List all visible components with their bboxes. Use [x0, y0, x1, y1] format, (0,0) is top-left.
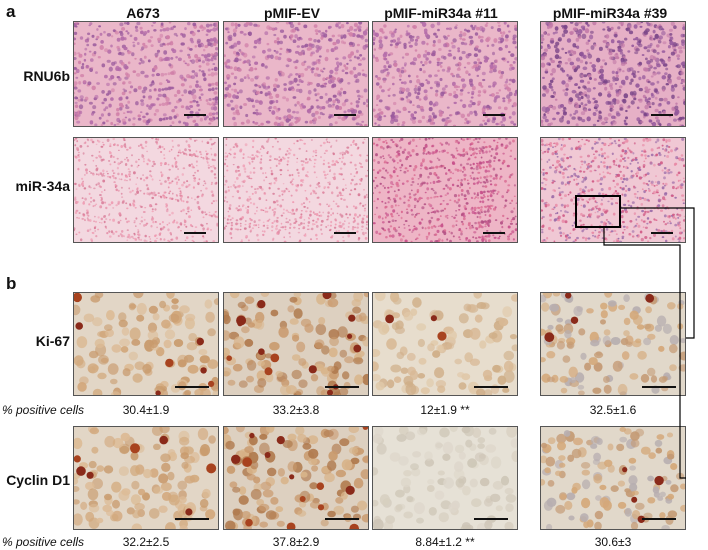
row-label-mir34a: miR-34a: [15, 178, 70, 194]
scale-bar: [474, 386, 508, 388]
scale-bar: [642, 518, 676, 520]
column-header-pmif-mir34a-39: pMIF-miR34a #39: [552, 5, 668, 21]
scale-bar: [483, 114, 505, 116]
cyclin-value-a673: 32.2±2.5: [122, 535, 170, 549]
micrograph-cyclin-pmif-ev: [223, 426, 369, 530]
micrograph-rnu6b-a673: [73, 21, 219, 127]
scale-bar: [175, 518, 209, 520]
micrograph-ki67-pmif-ev: [223, 292, 369, 396]
micrograph-cyclin-a673: [73, 426, 219, 530]
scale-bar: [334, 114, 356, 116]
micrograph-rnu6b-pmif-mir34a-39: [540, 21, 686, 127]
scale-bar: [325, 386, 359, 388]
micrograph-ki67-pmif-mir34a-39: [540, 292, 686, 396]
connector-line-ki67: [620, 207, 695, 339]
scale-bar: [651, 114, 673, 116]
ki67-value-pmif-ev: 33.2±3.8: [272, 403, 320, 417]
ki67-value-pmif-mir34a-11: 12±1.9 **: [420, 403, 470, 417]
cyclin-value-pmif-mir34a-11: 8.84±1.2 **: [415, 535, 475, 549]
scale-bar: [184, 114, 206, 116]
scale-bar: [642, 386, 676, 388]
connector-line-cyclin: [603, 227, 686, 479]
percent-positive-label-ki67: % positive cells: [2, 403, 85, 417]
micrograph-cyclin-pmif-mir34a-11: [372, 426, 518, 530]
panel-letter-a: a: [6, 2, 16, 21]
scale-bar: [651, 232, 673, 234]
column-header-pmif-mir34a-11: pMIF-miR34a #11: [384, 5, 498, 21]
micrograph-rnu6b-pmif-ev: [223, 21, 369, 127]
scale-bar: [474, 518, 508, 520]
column-header-a673: A673: [126, 5, 160, 21]
percent-positive-label-cyclin: % positive cells: [2, 535, 85, 549]
micrograph-ki67-pmif-mir34a-11: [372, 292, 518, 396]
micrograph-mir34a-pmif-ev: [223, 137, 369, 243]
micrograph-mir34a-a673: [73, 137, 219, 243]
row-label-ki67: Ki-67: [35, 333, 70, 349]
micrograph-cyclin-pmif-mir34a-39: [540, 426, 686, 530]
micrograph-mir34a-pmif-mir34a-39: [540, 137, 686, 243]
scale-bar: [325, 518, 359, 520]
micrograph-ki67-a673: [73, 292, 219, 396]
ki67-value-a673: 30.4±1.9: [122, 403, 170, 417]
row-label-rnu6b: RNU6b: [23, 68, 70, 84]
row-label-cyclin-d1: Cyclin D1: [6, 472, 70, 488]
panel-letter-b: b: [6, 274, 17, 293]
inset-box: [575, 195, 621, 228]
column-header-pmif-ev: pMIF-EV: [264, 5, 320, 21]
scale-bar: [334, 232, 356, 234]
cyclin-value-pmif-mir34a-39: 30.6±3: [594, 535, 632, 549]
scale-bar: [184, 232, 206, 234]
micrograph-rnu6b-pmif-mir34a-11: [372, 21, 518, 127]
cyclin-value-pmif-ev: 37.8±2.9: [272, 535, 320, 549]
scale-bar: [483, 232, 505, 234]
scale-bar: [175, 386, 209, 388]
micrograph-mir34a-pmif-mir34a-11: [372, 137, 518, 243]
ki67-value-pmif-mir34a-39: 32.5±1.6: [589, 403, 637, 417]
